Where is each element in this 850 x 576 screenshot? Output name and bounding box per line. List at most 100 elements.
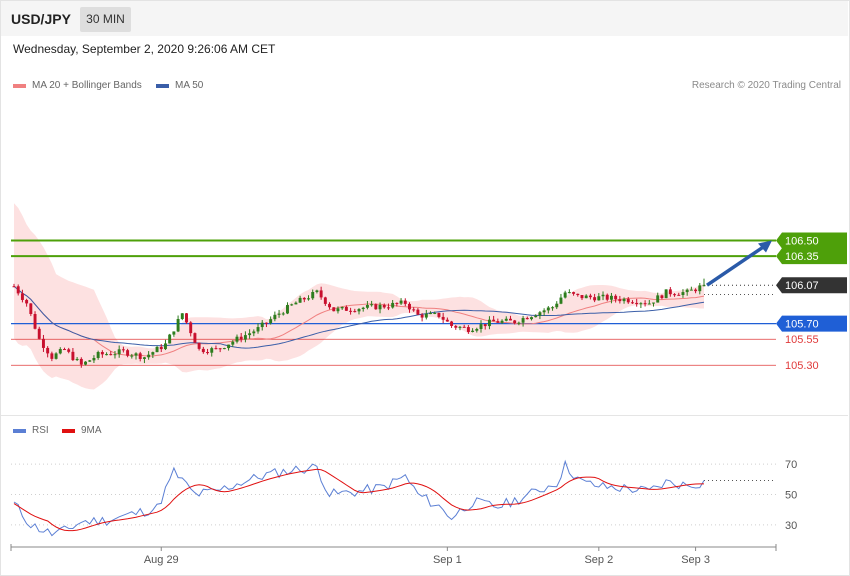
candle-body	[349, 310, 353, 312]
candle-body	[576, 293, 580, 296]
candle-body	[357, 309, 361, 312]
candle-body	[168, 334, 172, 344]
candle-body	[142, 357, 146, 359]
candle-body	[151, 352, 155, 355]
candle-body	[466, 327, 470, 332]
candle-body	[210, 348, 214, 353]
candle-body	[260, 322, 264, 328]
candle-body	[487, 319, 491, 327]
candle-body	[264, 322, 268, 324]
legend-rsi: RSI	[13, 425, 49, 436]
candle-body	[63, 349, 66, 351]
candle-body	[412, 309, 416, 311]
candle-body	[374, 304, 378, 310]
candle-body	[147, 354, 151, 358]
candle-body	[159, 346, 163, 350]
candle-body	[231, 341, 235, 345]
candle-body	[46, 347, 50, 354]
candle-body	[311, 292, 315, 299]
candle-body	[180, 313, 184, 319]
candle-body	[16, 286, 20, 294]
timestamp: Wednesday, September 2, 2020 9:26:06 AM …	[13, 42, 276, 56]
candle-body	[483, 324, 487, 327]
candle-body	[462, 326, 466, 328]
candle-body	[54, 353, 58, 359]
level-label: 105.70	[785, 319, 819, 331]
candle-body	[652, 302, 655, 304]
candle-body	[365, 304, 369, 308]
candle-body	[138, 353, 142, 359]
candle-body	[496, 321, 500, 323]
ma20-swatch	[13, 83, 26, 88]
candle-body	[227, 344, 231, 349]
candle-body	[530, 317, 533, 320]
forecast-arrow	[706, 245, 765, 287]
candle-body	[542, 310, 546, 313]
candle-body	[315, 290, 319, 293]
candle-body	[290, 304, 294, 306]
candle-body	[694, 289, 698, 292]
candle-body	[588, 295, 592, 298]
timeframe-button[interactable]: 30 MIN	[80, 7, 131, 32]
legend-ma20: MA 20 + Bollinger Bands	[13, 80, 142, 91]
level-label: 106.35	[785, 251, 819, 263]
candle-body	[647, 303, 651, 305]
candle-body	[126, 350, 130, 356]
candle-body	[395, 302, 399, 304]
candle-body	[580, 295, 584, 299]
candle-body	[639, 303, 643, 305]
candle-body	[605, 294, 609, 300]
candle-body	[155, 346, 159, 353]
forecast-arrow-head	[758, 240, 772, 253]
level-label: 106.07	[785, 280, 819, 292]
candle-body	[222, 348, 226, 350]
candle-body	[33, 314, 37, 329]
ma20-label: MA 20 + Bollinger Bands	[32, 80, 142, 91]
candle-body	[218, 348, 222, 350]
candle-body	[597, 296, 601, 301]
candle-body	[37, 328, 41, 339]
candle-body	[323, 297, 327, 304]
level-label: 106.50	[785, 236, 819, 248]
candle-body	[361, 307, 365, 310]
level-label: 105.55	[785, 334, 819, 346]
candle-body	[294, 302, 298, 305]
candle-body	[563, 292, 567, 298]
candle-body	[555, 303, 559, 308]
candle-body	[298, 297, 302, 303]
rsi-swatch	[13, 428, 26, 433]
candle-body	[677, 294, 681, 296]
ma50-label: MA 50	[175, 80, 204, 91]
candle-body	[521, 318, 525, 323]
ma50-line	[13, 285, 705, 349]
ma50-swatch	[156, 83, 169, 88]
candle-body	[214, 348, 218, 350]
candle-body	[273, 314, 277, 320]
candle-body	[622, 298, 626, 302]
candle-body	[445, 319, 449, 322]
candle-body	[668, 289, 672, 295]
rsi-ma-swatch	[62, 428, 75, 433]
candle-body	[248, 333, 252, 336]
candle-body	[130, 355, 134, 357]
candle-body	[353, 311, 357, 313]
candle-body	[105, 354, 109, 356]
candle-body	[601, 294, 605, 297]
level-label: 105.30	[785, 360, 819, 372]
candle-body	[96, 351, 100, 358]
candle-body	[252, 331, 256, 334]
rsi-tick-label: 30	[785, 520, 797, 532]
candle-body	[193, 333, 197, 343]
candle-body	[631, 302, 634, 304]
candle-body	[277, 313, 281, 315]
candle-body	[113, 354, 117, 356]
candle-body	[660, 295, 664, 299]
candle-body	[593, 297, 597, 301]
candle-body	[416, 309, 420, 315]
x-tick-label: Sep 2	[584, 554, 613, 566]
rsi-label: RSI	[32, 425, 49, 436]
candle-body	[635, 302, 639, 305]
candle-body	[664, 289, 668, 299]
x-tick-label: Sep 1	[433, 554, 462, 566]
